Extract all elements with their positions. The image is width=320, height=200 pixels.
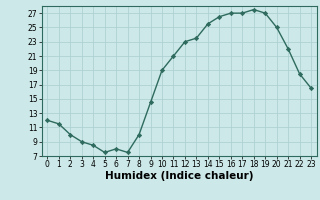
X-axis label: Humidex (Indice chaleur): Humidex (Indice chaleur) (105, 171, 253, 181)
